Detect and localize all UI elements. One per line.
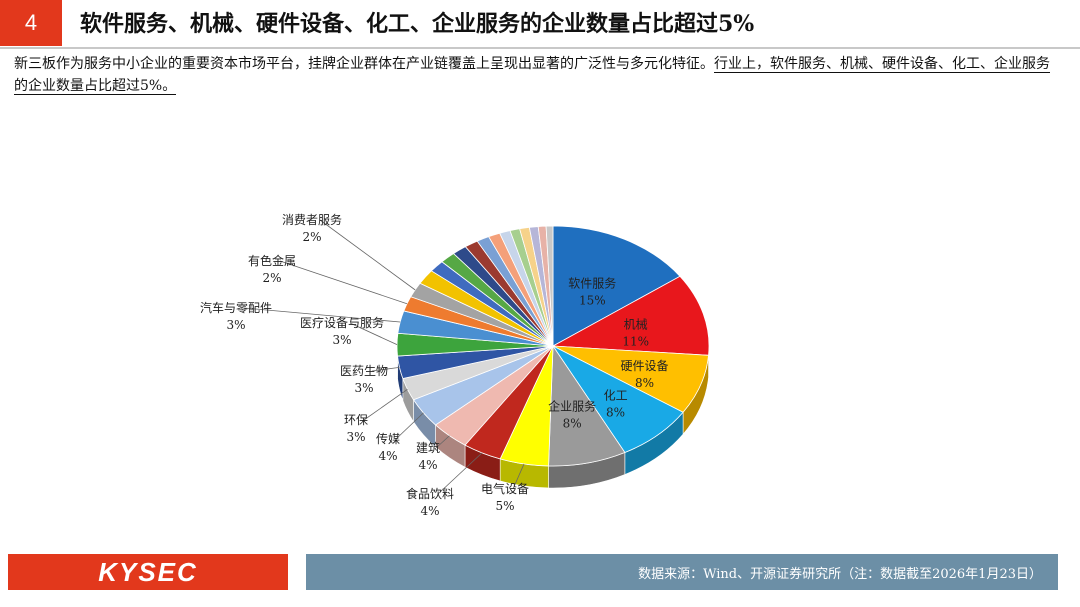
slice-percent: 11% bbox=[622, 334, 649, 348]
slice-label: 软件服务 bbox=[568, 275, 616, 290]
summary-highlight: 行业上，软件服务、机械、硬件设备、化工、企业服务的企业数量占比超过5%。 bbox=[14, 56, 1050, 95]
slice-label: 汽车与零配件 bbox=[200, 300, 272, 315]
leader-line bbox=[279, 260, 408, 305]
slice-label: 建筑 bbox=[416, 440, 440, 455]
slice-label: 有色金属 bbox=[248, 253, 296, 268]
leader-line bbox=[349, 322, 398, 346]
slice-percent: 2% bbox=[302, 230, 321, 244]
header-divider bbox=[0, 47, 1080, 49]
leader-line bbox=[435, 435, 450, 449]
leader-line bbox=[363, 388, 408, 421]
pie-top bbox=[396, 225, 710, 467]
slice-label: 食品饮料 bbox=[406, 486, 454, 501]
leader-line bbox=[371, 366, 400, 372]
slice-percent: 5% bbox=[495, 499, 514, 513]
slice-percent: 8% bbox=[563, 416, 582, 430]
summary-text: 新三板作为服务中小企业的重要资本市场平台，挂牌企业群体在产业链覆盖上呈现出显著的… bbox=[14, 53, 1054, 97]
company-logo: KYSEC bbox=[98, 556, 198, 587]
slice-percent: 3% bbox=[346, 430, 365, 444]
footer-logo-bar: KYSEC bbox=[8, 554, 288, 590]
slice-percent: 3% bbox=[226, 318, 245, 332]
slice-label: 医药生物 bbox=[340, 364, 388, 378]
page-title: 软件服务、机械、硬件设备、化工、企业服务的企业数量占比超过5% bbox=[80, 11, 755, 37]
slice-label: 传媒 bbox=[376, 431, 400, 446]
slice-percent: 8% bbox=[606, 406, 625, 420]
slice-percent: 3% bbox=[354, 381, 373, 395]
pie-slice bbox=[552, 225, 681, 347]
slice-percent: 3% bbox=[332, 333, 351, 347]
pie-labels: 软件服务 15% 机械 11% 硬件设备 8% 化工 8% 企业服务 8% 电气设备 5% 食品饮料 4%… bbox=[200, 212, 668, 518]
slice-label: 机械 bbox=[624, 316, 648, 331]
leader-line bbox=[319, 219, 416, 291]
summary-main: 新三板作为服务中小企业的重要资本市场平台，挂牌企业群体在产业链覆盖上呈现出显著的… bbox=[14, 56, 714, 72]
slice-percent: 4% bbox=[420, 504, 439, 518]
slice-label: 消费者服务 bbox=[282, 212, 342, 227]
pie-chart: 软件服务 15% 机械 11% 硬件设备 8% 化工 8% 企业服务 8% 电气设备 5% 食品饮料 4%… bbox=[200, 212, 710, 518]
slice-percent: 15% bbox=[579, 293, 606, 307]
slice-label: 医疗设备与服务 bbox=[300, 315, 384, 330]
leader-line bbox=[243, 307, 401, 323]
slice-percent: 8% bbox=[635, 376, 654, 390]
leader-line bbox=[395, 412, 424, 440]
slice-percent: 2% bbox=[262, 271, 281, 285]
leader-line bbox=[437, 452, 483, 495]
slice-label: 环保 bbox=[344, 413, 368, 427]
slice-label: 化工 bbox=[604, 389, 628, 403]
slice-label: 电气设备 bbox=[481, 481, 529, 496]
pie-slice bbox=[545, 225, 554, 347]
slide-number: 4 bbox=[0, 0, 62, 46]
slice-percent: 4% bbox=[378, 449, 397, 463]
pie-slice bbox=[551, 275, 710, 356]
slice-label: 企业服务 bbox=[548, 398, 596, 413]
slice-percent: 4% bbox=[418, 458, 437, 472]
slice-label: 硬件设备 bbox=[620, 359, 668, 373]
data-source: 数据来源：Wind、开源证券研究所（注：数据截至2026年1月23日） bbox=[306, 554, 1058, 590]
leader-line bbox=[512, 463, 525, 490]
